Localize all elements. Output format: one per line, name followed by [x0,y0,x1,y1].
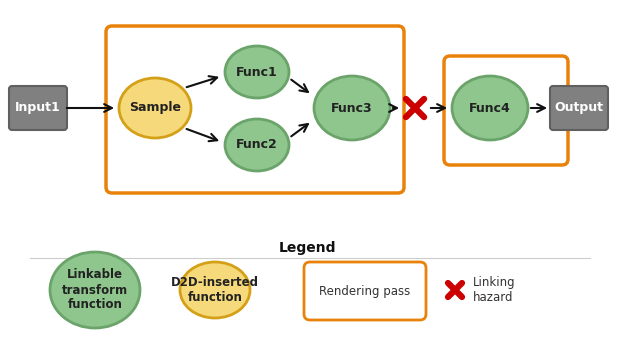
Text: Sample: Sample [129,102,181,114]
Text: Output: Output [555,102,603,114]
Ellipse shape [180,262,250,318]
Text: D2D-inserted
function: D2D-inserted function [171,276,259,304]
FancyBboxPatch shape [550,86,608,130]
Ellipse shape [314,76,390,140]
Text: Func4: Func4 [469,102,511,114]
Text: Legend: Legend [280,241,337,255]
Text: Func2: Func2 [236,139,278,151]
Text: Linking
hazard: Linking hazard [473,276,516,304]
FancyBboxPatch shape [9,86,67,130]
Ellipse shape [50,252,140,328]
Ellipse shape [119,78,191,138]
Text: Linkable
transform
function: Linkable transform function [62,268,128,312]
Ellipse shape [452,76,528,140]
Text: Func1: Func1 [236,66,278,79]
Ellipse shape [225,119,289,171]
Text: Rendering pass: Rendering pass [320,284,411,297]
Text: Input1: Input1 [15,102,61,114]
Ellipse shape [225,46,289,98]
Text: Func3: Func3 [331,102,373,114]
